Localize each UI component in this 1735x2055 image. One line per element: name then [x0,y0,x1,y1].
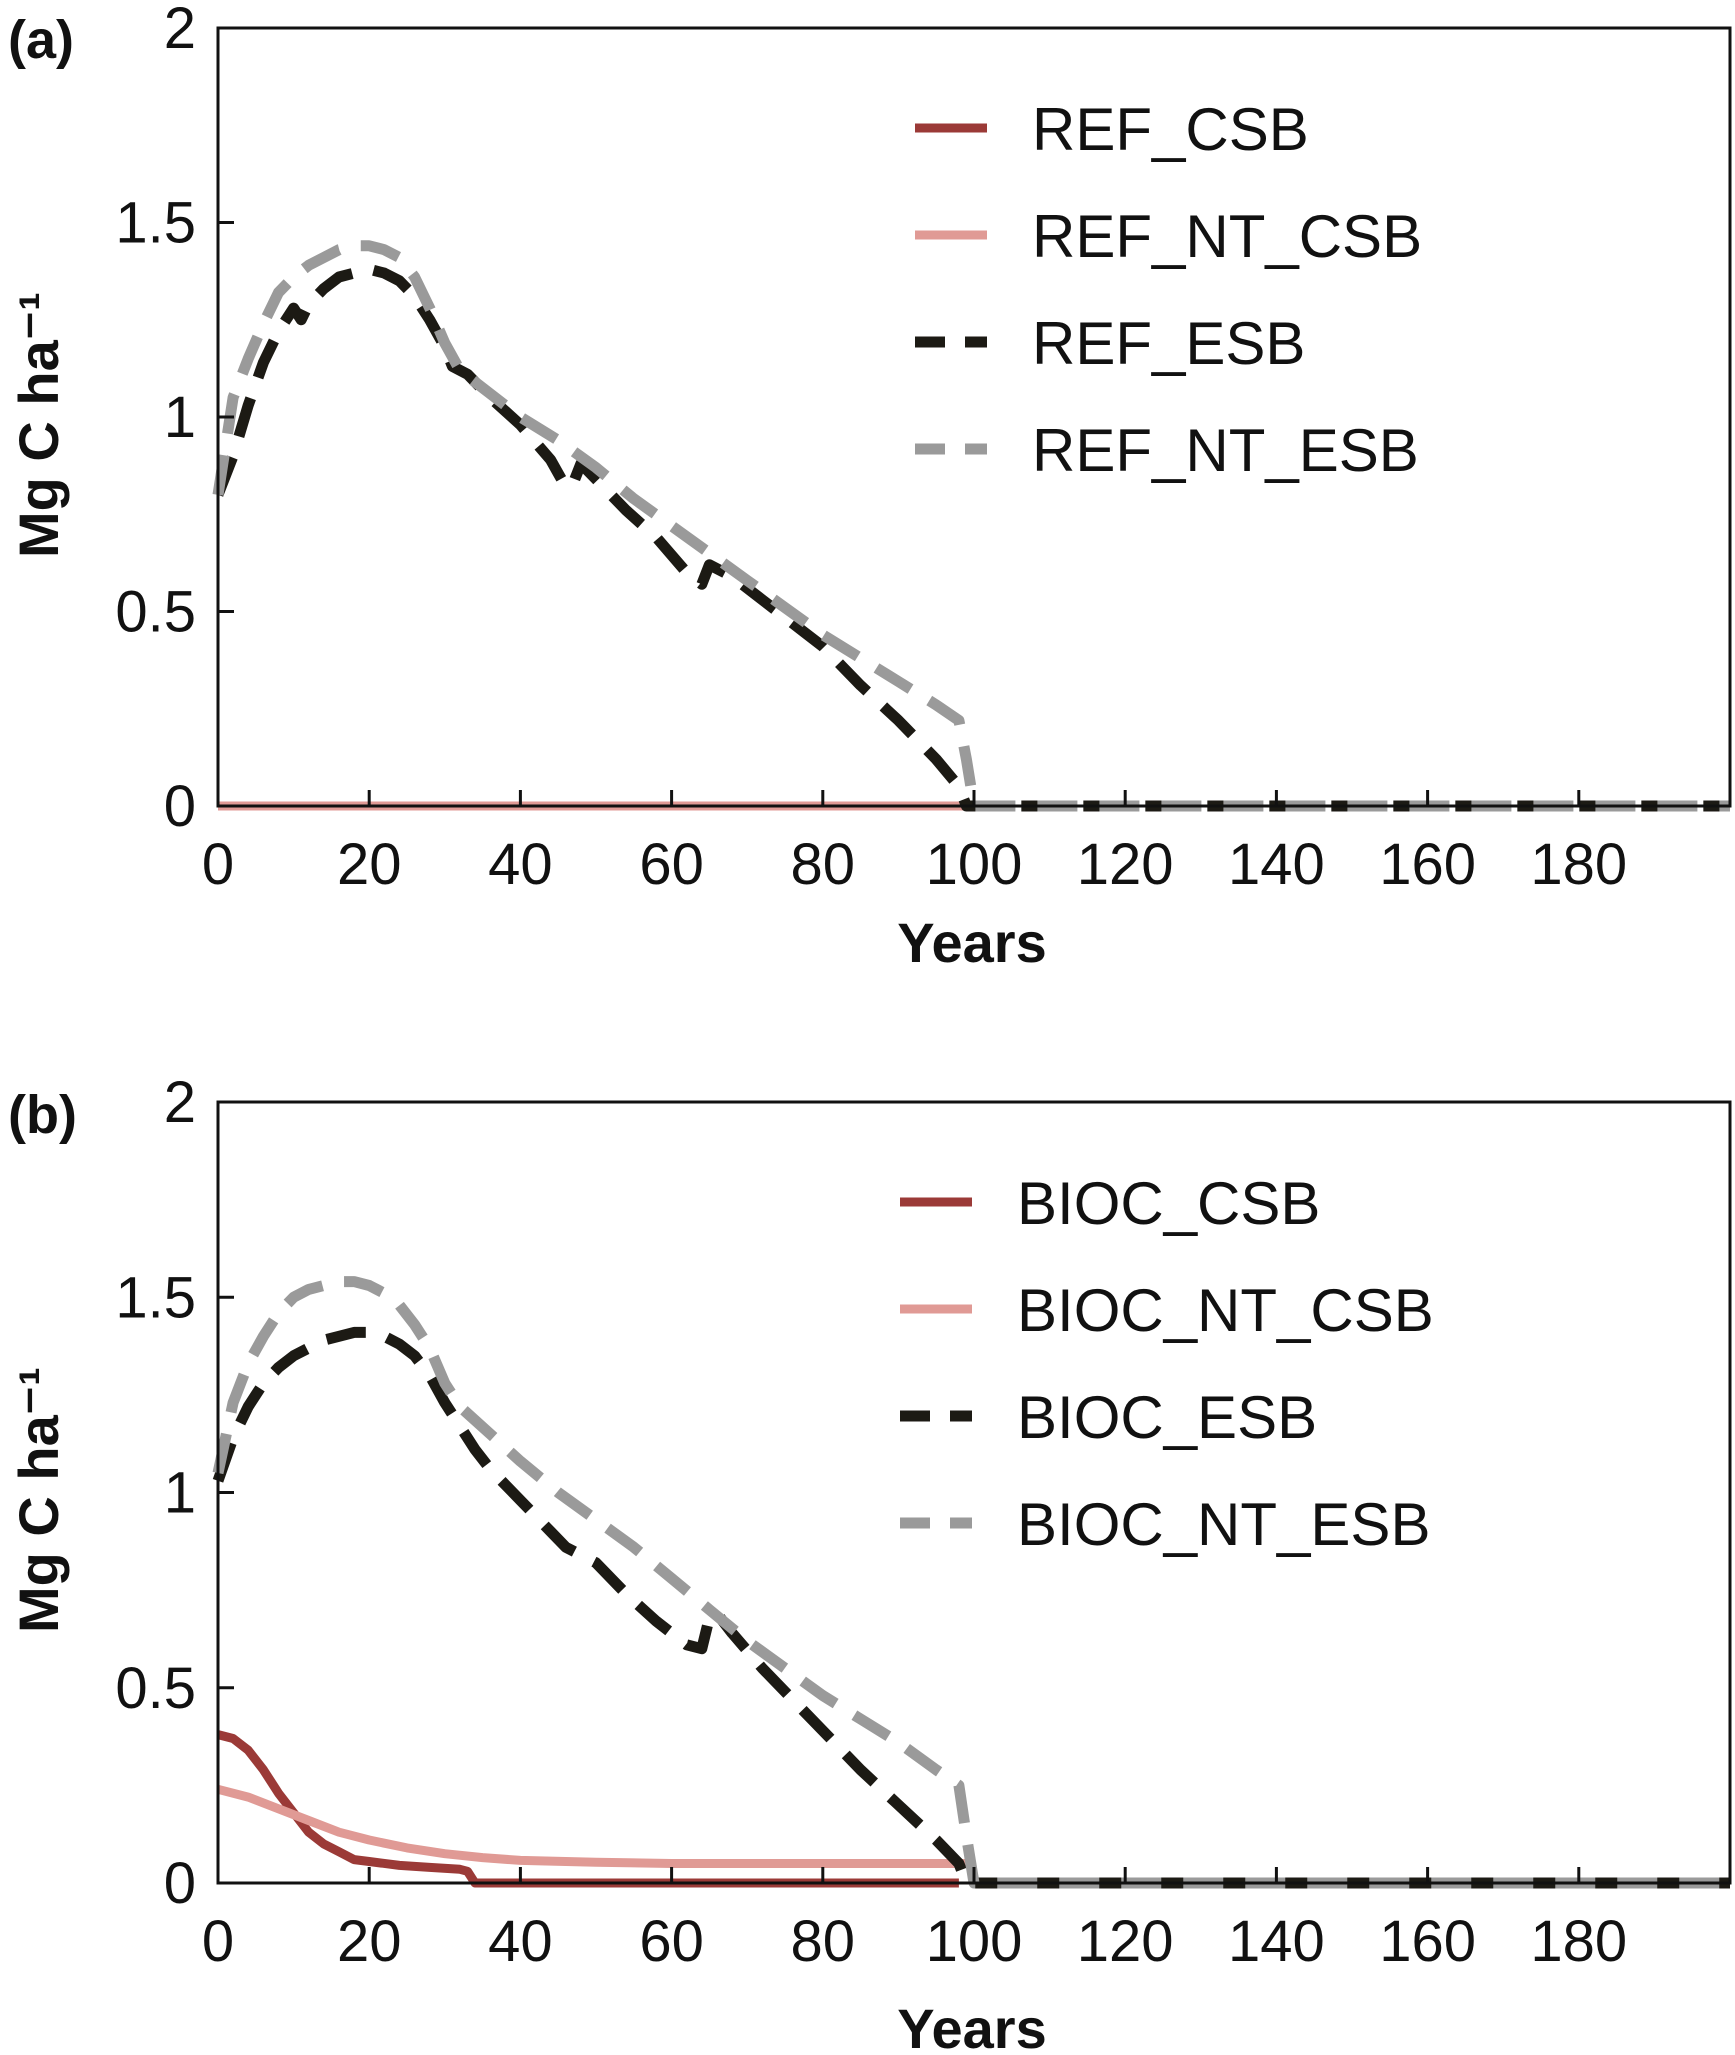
series-line-bioc-nt-esb [212,1276,1730,1889]
legend-label: BIOC_NT_ESB [1017,1491,1430,1558]
x-tick-label: 120 [1077,1909,1174,1974]
y-axis-title: Mg C ha⁻¹ [7,1367,70,1633]
x-axis-title: Years [897,1997,1047,2055]
legend-label: BIOC_CSB [1017,1170,1320,1237]
x-tick-label: 100 [926,1909,1023,1974]
x-tick-label: 80 [791,1909,856,1974]
series-line-bioc-nt-csb [216,1784,967,1868]
x-tick-label: 80 [791,832,856,897]
plot-frame [216,1100,1732,1885]
panel-label: (a) [8,10,74,70]
legend-label: REF_NT_CSB [1032,203,1422,270]
legend-label: REF_NT_ESB [1032,417,1419,484]
y-tick-label: 0.5 [115,580,196,645]
panel-a: (a) 0 20 40 60 80 100 120 140 160 180 0 0.5 1 1.5 2 Ye… [7,0,1732,974]
x-tick-label: 60 [639,832,704,897]
y-tick-label: 0 [164,774,196,839]
series-layer [212,240,1730,812]
series-layer [212,1276,1730,1889]
legend-label: BIOC_NT_CSB [1017,1277,1434,1344]
x-tick-label: 100 [926,832,1023,897]
y-tick-label: 1.5 [115,191,196,256]
x-tick-label: 20 [337,1909,402,1974]
legend: BIOC_CSB BIOC_NT_CSB BIOC_ESB BIOC_NT_ESB [900,1170,1434,1558]
x-tick-label: 140 [1228,832,1325,897]
legend-label: REF_ESB [1032,310,1305,377]
panel-b: (b) 0 20 40 60 80 100 120 140 160 180 0 0.5 1 1.5 2 Ye… [7,1070,1732,2055]
x-tick-label: 160 [1379,832,1476,897]
y-tick-label: 0.5 [115,1656,196,1721]
series-line-ref-nt-esb [212,240,1730,812]
legend: REF_CSB REF_NT_CSB REF_ESB REF_NT_ESB [915,96,1422,484]
y-tick-label: 1 [164,385,196,450]
legend-label: BIOC_ESB [1017,1384,1317,1451]
plot-frame [216,26,1732,808]
panel-label: (b) [8,1085,77,1145]
y-tick-label: 1 [164,1461,196,1526]
x-tick-label: 160 [1379,1909,1476,1974]
x-tick-label: 180 [1530,832,1627,897]
x-tick-label: 140 [1228,1909,1325,1974]
x-tick-label: 60 [639,1909,704,1974]
series-line-bioc-esb [212,1326,1730,1889]
x-tick-label: 20 [337,832,402,897]
x-tick-label: 180 [1530,1909,1627,1974]
y-axis-title: Mg C ha⁻¹ [7,292,70,558]
y-tick-label: 1.5 [115,1265,196,1330]
x-tick-label: 0 [202,832,234,897]
ticks-layer: 0 20 40 60 80 100 120 140 160 180 0 0.5 1 1.5 2 [115,1070,1627,1974]
x-axis-title: Years [897,911,1047,974]
x-tick-label: 40 [488,832,553,897]
x-tick-label: 40 [488,1909,553,1974]
legend-label: REF_CSB [1032,96,1309,163]
ticks-layer: 0 20 40 60 80 100 120 140 160 180 0 0.5 1 1.5 2 [115,0,1627,897]
x-tick-label: 0 [202,1909,234,1974]
y-tick-label: 2 [164,1070,196,1135]
y-tick-label: 2 [164,0,196,61]
y-tick-label: 0 [164,1851,196,1916]
x-tick-label: 120 [1077,832,1174,897]
